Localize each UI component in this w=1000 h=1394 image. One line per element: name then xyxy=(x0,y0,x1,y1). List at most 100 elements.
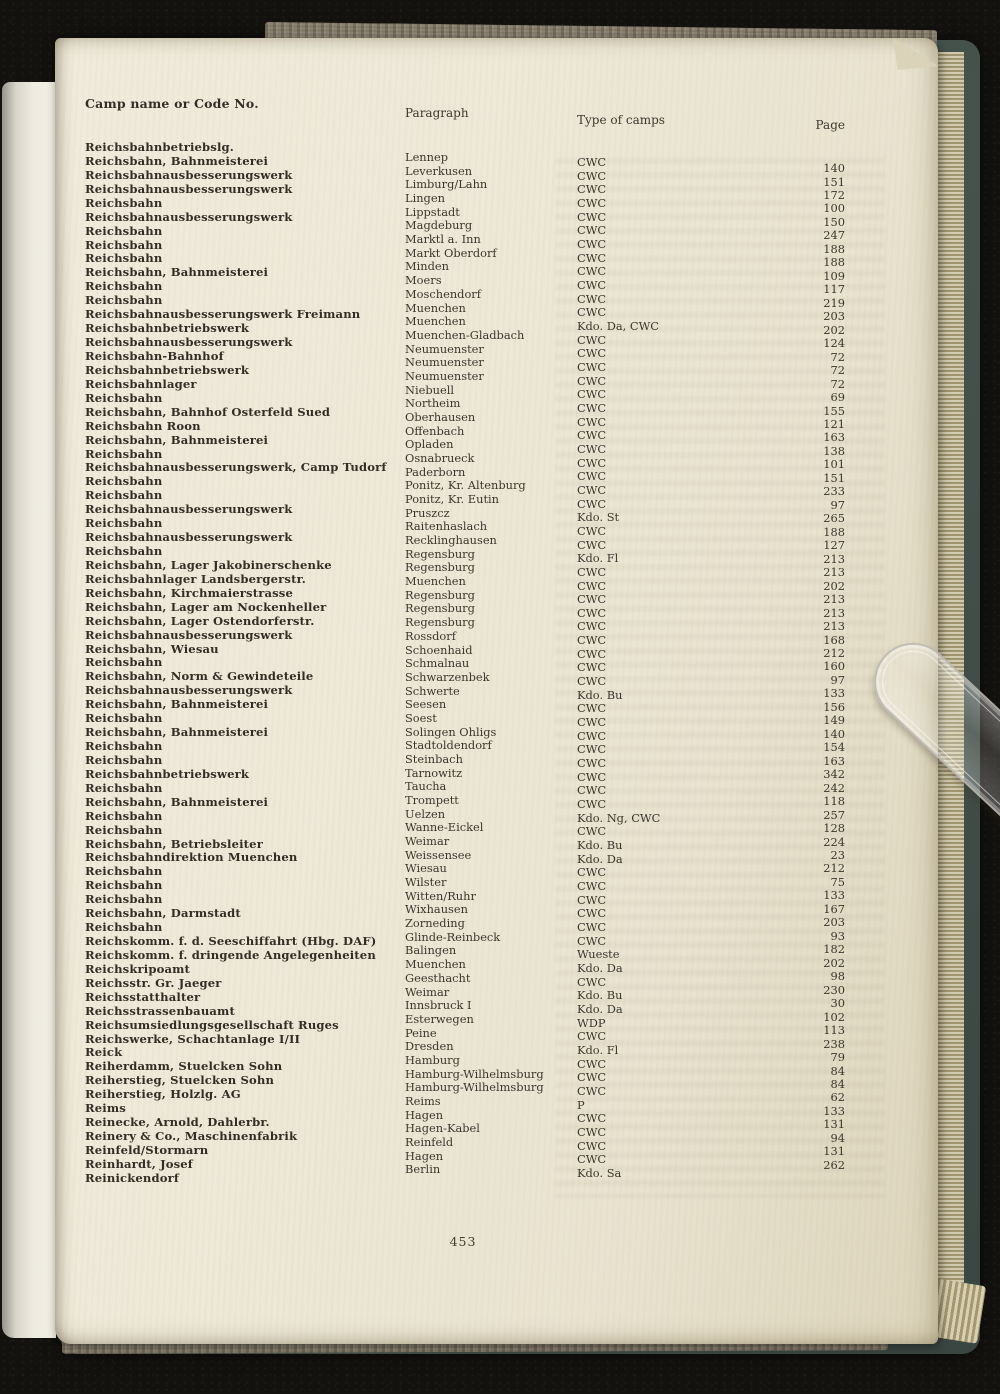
camp-type-cell: CWC xyxy=(577,879,607,893)
page-number-cell: 224 xyxy=(823,834,845,849)
paragraph-cell: Hagen-Kabel xyxy=(405,1121,480,1136)
paragraph-cell: Zorneding xyxy=(405,916,465,931)
camp-name-cell: Reichsstatthalter xyxy=(85,989,201,1004)
paragraph-cell: Hamburg-Wilhelmsburg xyxy=(405,1066,544,1081)
paragraph-cell: Lennep xyxy=(405,150,449,164)
paragraph-cell: Dresden xyxy=(405,1039,454,1054)
camp-name-cell: Reiherstieg, Holzlg. AG xyxy=(85,1087,241,1102)
camp-name-cell: Reichsbahn, Norm & Gewindeteile xyxy=(85,669,314,684)
camp-type-cell: CWC xyxy=(577,496,607,511)
page-number-cell: 69 xyxy=(830,390,846,404)
camp-name-cell: Reichsstr. Gr. Jaeger xyxy=(85,975,222,990)
camp-name-cell: Reichsbahn xyxy=(85,892,163,907)
camp-type-cell: CWC xyxy=(577,660,607,675)
camp-type-cell: CWC xyxy=(577,332,607,347)
camp-name-cell: Reichsbahn xyxy=(85,223,163,238)
paragraph-cell: Northeim xyxy=(405,396,461,411)
camp-name-cell: Reichsbahn, Wiesau xyxy=(85,641,219,656)
camp-name-cell: Reichsbahnausbesserungswerk xyxy=(85,167,293,182)
camp-name-cell: Reinickendorf xyxy=(85,1170,180,1185)
column-header-page: Page xyxy=(815,118,845,132)
camp-name-cell: Reichsbahn, Kirchmaierstrasse xyxy=(85,585,294,600)
paragraph-cell: Schoenhaid xyxy=(405,642,473,657)
page-number-cell: 140 xyxy=(823,726,845,741)
page-number-cell: 212 xyxy=(823,645,845,660)
column-header-paragraph: Paragraph xyxy=(405,106,469,120)
page-number-cell: 242 xyxy=(823,780,845,795)
page-number-cell: 265 xyxy=(823,511,845,526)
page-number-cell: 172 xyxy=(823,187,845,202)
camp-type-cell: CWC xyxy=(577,209,607,224)
paragraph-cell: Innsbruck I xyxy=(405,998,472,1013)
camp-type-cell: Kdo. Fl xyxy=(577,551,619,566)
camp-name-cell: Reinhardt, Josef xyxy=(85,1156,193,1171)
paragraph-cell: Hagen xyxy=(405,1107,444,1122)
camp-name-cell: Reichsbahn Roon xyxy=(85,418,201,433)
camp-type-cell: CWC xyxy=(577,277,607,292)
paragraph-cell: Paderborn xyxy=(405,464,466,479)
camp-type-cell: Kdo. Ng, CWC xyxy=(577,810,661,825)
page-number-cell: 203 xyxy=(823,309,845,324)
page-number-cell: 131 xyxy=(823,1144,845,1159)
camp-type-cell: CWC xyxy=(577,824,607,839)
page-number-cell: 188 xyxy=(823,241,845,256)
camp-name-cell: Reichsbahn xyxy=(85,293,163,308)
camp-name-cell: Reichsbahnausbesserungswerk xyxy=(85,181,293,196)
camp-type-cell: CWC xyxy=(577,387,607,402)
page-number-cell: 109 xyxy=(823,268,845,283)
page-number-cell: 233 xyxy=(823,484,845,499)
camp-name-cell: Reichsbahn xyxy=(85,195,163,210)
camp-type-cell: CWC xyxy=(577,646,607,661)
paragraph-cell: Minden xyxy=(405,259,450,274)
camp-type-cell: CWC xyxy=(577,223,607,238)
camp-name-cell: Reichsbahnausbesserungswerk, Camp Tudorf xyxy=(85,460,387,475)
paragraph-cell: Weissensee xyxy=(405,847,472,862)
camp-name-cell: Reichsbahn xyxy=(85,251,163,266)
camp-type-cell: Kdo. Da xyxy=(577,1001,623,1016)
page-number-cell: 150 xyxy=(823,214,845,229)
camp-name-cell: Reichsbahn, Bahnhof Osterfeld Sued xyxy=(85,404,331,419)
page-number-cell: 72 xyxy=(830,349,846,364)
camp-name-cell: Reichsbahnausbesserungswerk xyxy=(85,335,293,349)
page-number-cell: 97 xyxy=(830,497,846,512)
page-number-cell: 167 xyxy=(823,901,845,916)
paragraph-cell: Weimar xyxy=(405,834,450,848)
camp-name-cell: Reichsbahnlager xyxy=(85,376,197,391)
page-number-cell: 84 xyxy=(830,1063,846,1078)
camp-type-cell: CWC xyxy=(577,250,607,265)
camp-name-cell: Reichsbahndirektion Muenchen xyxy=(85,850,298,865)
camp-type-cell: CWC xyxy=(577,592,607,607)
paragraph-cell: Neumuenster xyxy=(405,355,484,370)
camp-type-cell: CWC xyxy=(577,974,607,989)
camp-name-cell: Reichsbahnbetriebswerk xyxy=(85,766,250,781)
paragraph-cell: Offenbach xyxy=(405,423,465,438)
page-number-cell: 188 xyxy=(823,524,845,539)
page-number-cell: 133 xyxy=(823,686,845,701)
paragraph-cell: Regensburg xyxy=(405,546,475,561)
camp-name-cell: Reiherdamm, Stuelcken Sohn xyxy=(85,1059,283,1074)
camp-name-cell: Reichsbahn, Bahnmeisterei xyxy=(85,794,269,809)
camp-type-cell: CWC xyxy=(577,196,607,210)
paragraph-cell: Ponitz, Kr. Eutin xyxy=(405,492,500,506)
camp-name-cell: Reims xyxy=(85,1101,126,1116)
page-number-cell: 213 xyxy=(823,619,845,633)
camp-type-cell: CWC xyxy=(577,305,607,320)
camp-name-cell: Reichsumsiedlungsgesellschaft Ruges xyxy=(85,1017,339,1032)
paragraph-cell: Muenchen xyxy=(405,314,466,329)
camp-name-cell: Reichskomm. f. dringende Angelegenheiten xyxy=(85,947,376,962)
camp-name-cell: Reichsbahnausbesserungswerk xyxy=(85,530,293,544)
camp-name-cell: Reinfeld/Stormarn xyxy=(85,1143,209,1157)
page-number-cell: 98 xyxy=(830,969,846,984)
paragraph-cell: Neumuenster xyxy=(405,368,484,383)
camp-type-cell: Kdo. Bu xyxy=(577,838,623,852)
camp-type-cell: Kdo. Da, CWC xyxy=(577,318,660,333)
camp-type-cell: Wueste xyxy=(577,947,620,962)
page-number-cell: 203 xyxy=(823,915,845,930)
camp-name-cell: Reichsbahn xyxy=(85,488,163,503)
camp-type-cell: CWC xyxy=(577,428,607,443)
camp-name-cell: Reichsbahn xyxy=(85,446,163,461)
camp-type-cell: CWC xyxy=(577,155,607,169)
camp-type-cell: CWC xyxy=(577,619,607,634)
camp-name-cell: Reichsstrassenbauamt xyxy=(85,1003,235,1018)
camp-name-cell: Reichsbahn xyxy=(85,655,163,670)
